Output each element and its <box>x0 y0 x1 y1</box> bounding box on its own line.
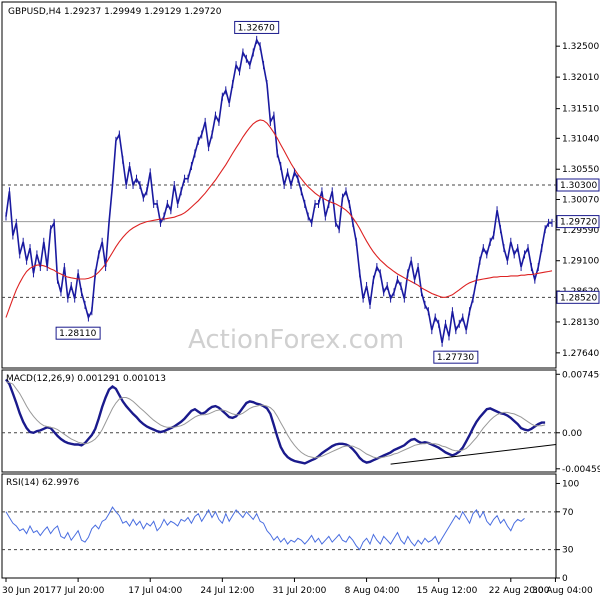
x-tick-label: 15 Aug 12:00 <box>417 586 478 596</box>
price-ytick-label: 1.27640 <box>562 349 599 359</box>
x-tick-label: 7 Jul 20:00 <box>56 586 105 596</box>
price-annotation-1: 1.28110 <box>59 329 96 339</box>
price-level-box-2 <box>556 215 600 229</box>
macd-ytick-label: 0.007456 <box>562 370 600 380</box>
macd-ytick-label: -0.004592 <box>562 465 600 475</box>
price-level-label-0: 1.30300 <box>560 181 597 191</box>
x-tick-label: 31 Jul 20:00 <box>272 586 326 596</box>
price-ytick-label: 1.31510 <box>562 105 599 115</box>
macd-line <box>5 378 546 465</box>
x-tick-label: 17 Jul 04:00 <box>128 586 182 596</box>
macd-title: MACD(12,26,9) 0.001291 0.001013 <box>6 374 166 384</box>
price-level-label-1: 1.28520 <box>560 293 597 303</box>
panel-frame-1 <box>1 369 557 473</box>
price-annotation-0: 1.32670 <box>238 23 275 33</box>
rsi-line <box>5 506 525 551</box>
price-ytick-label: 1.31040 <box>562 134 599 144</box>
price-annotation-box-2 <box>433 350 479 364</box>
x-tick-label: 24 Jul 12:00 <box>200 586 254 596</box>
panel-frame-2 <box>1 473 557 579</box>
x-tick-label: 30 Aug 04:00 <box>532 586 593 596</box>
price-annotation-box-0 <box>234 20 280 34</box>
price-annotation-box-1 <box>55 326 101 340</box>
price-ytick-label: 1.29100 <box>562 257 599 267</box>
rsi-title: RSI(14) 62.9976 <box>6 478 79 488</box>
x-tick-label: 8 Aug 04:00 <box>345 586 400 596</box>
price-ytick-label: 1.30070 <box>562 196 599 206</box>
macd-ytick-label: 0.00 <box>562 429 582 439</box>
rsi-ytick-label: 100 <box>562 479 579 489</box>
price-ytick-label: 1.28130 <box>562 318 599 328</box>
rsi-ytick-label: 30 <box>562 546 574 556</box>
price-ytick-label: 1.29590 <box>562 226 599 236</box>
price-ytick-label: 1.32500 <box>562 42 599 52</box>
moving-average-line <box>5 119 553 318</box>
watermark: ActionForex.com <box>188 325 404 355</box>
x-tick-label: 30 Jun 2017 <box>2 586 56 596</box>
price-title: GBPUSD,H4 1.29237 1.29949 1.29129 1.2972… <box>8 7 222 17</box>
price-annotation-2: 1.27730 <box>437 353 474 363</box>
rsi-ytick-label: 70 <box>562 508 574 518</box>
price-level-box-1 <box>556 290 600 304</box>
rsi-ytick-label: 0 <box>562 574 568 584</box>
macd-signal-line <box>5 381 546 459</box>
price-line <box>5 37 552 343</box>
price-ytick-label: 1.32010 <box>562 73 599 83</box>
x-tick-label: 22 Aug 20:00 <box>489 586 550 596</box>
macd-trendline <box>390 444 557 465</box>
price-level-box-0 <box>556 178 600 192</box>
price-level-label-2: 1.29720 <box>560 218 597 228</box>
price-ytick-label: 1.30550 <box>562 165 599 175</box>
